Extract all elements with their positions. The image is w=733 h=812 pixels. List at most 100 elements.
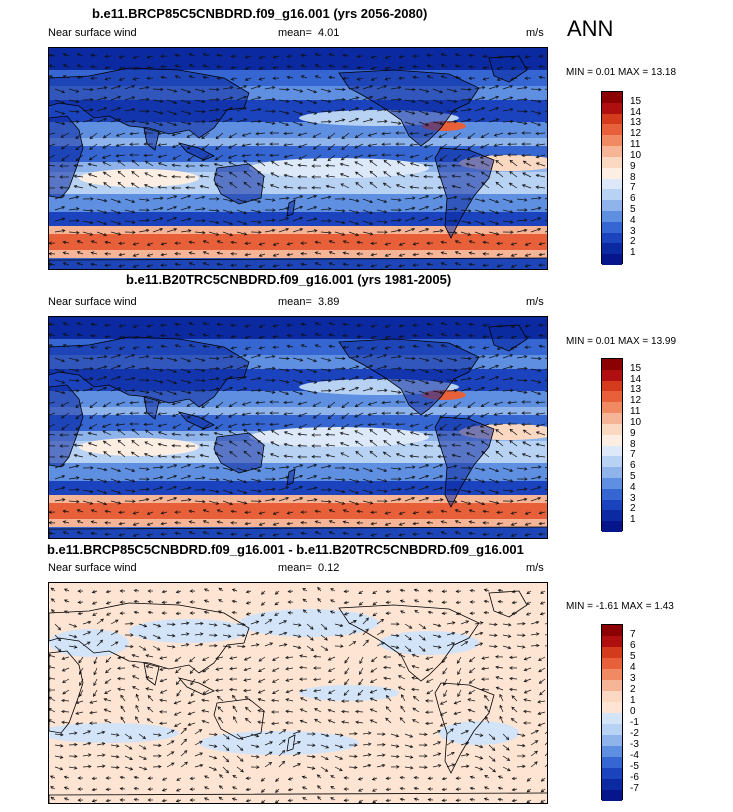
colorbar-tick-label: 12 [630, 128, 642, 140]
panel-3-map [48, 582, 548, 804]
colorbar-tick-label: 1 [630, 695, 636, 706]
colorbar-tick-label: -3 [630, 739, 639, 750]
colorbar-tick-label: 8 [630, 171, 636, 183]
colorbar-swatch [602, 647, 622, 658]
colorbar-tick-label: 12 [630, 395, 642, 407]
colorbar-tick-label: 7 [630, 449, 636, 461]
panel-1-title: b.e11.BRCP85C5CNBDRD.f09_g16.001 (yrs 20… [92, 6, 428, 21]
colorbar-tick-label: -2 [630, 728, 639, 739]
colorbar-tick-label: 2 [630, 684, 636, 695]
colorbar-swatch [602, 167, 622, 179]
colorbar-tick-label: 5 [630, 203, 636, 215]
colorbar-tick-label: 13 [630, 384, 642, 396]
colorbar-swatch [602, 521, 622, 532]
colorbar-swatch [602, 254, 622, 265]
colorbar-swatch [602, 146, 622, 157]
colorbar-swatch [602, 423, 622, 435]
colorbar-swatch [602, 210, 622, 222]
colorbar-tick-label: 6 [630, 640, 636, 651]
colorbar-swatch [602, 434, 622, 446]
colorbar-swatch [602, 456, 622, 468]
colorbar-swatch [602, 768, 622, 779]
panel-3-variable: Near surface wind [48, 562, 137, 574]
colorbar-swatch [602, 724, 622, 735]
colorbar-tick-label: 3 [630, 492, 636, 504]
colorbar-tick-label: 10 [630, 149, 642, 161]
colorbar-tick-label: -5 [630, 761, 639, 772]
colorbar-swatch [602, 510, 622, 522]
colorbar-tick-label: -4 [630, 750, 639, 761]
colorbar-tick-label: 3 [630, 225, 636, 237]
colorbar-swatch [602, 488, 622, 500]
panel-2-mean-label: mean= [278, 296, 312, 308]
colorbar-tick-label: 7 [630, 629, 636, 640]
colorbar-tick-label: 15 [630, 95, 642, 107]
colorbar-tick-label: 6 [630, 193, 636, 205]
colorbar-swatch [602, 124, 622, 136]
colorbar-tick-label: 5 [630, 651, 636, 662]
colorbar-swatch [602, 221, 622, 233]
colorbar-tick-label: -6 [630, 772, 639, 783]
panel-2-map [48, 316, 548, 539]
colorbar-tick-label: -7 [630, 783, 639, 794]
colorbar-swatch [602, 680, 622, 691]
colorbar-tick-label: 6 [630, 460, 636, 472]
colorbar-tick-label: 2 [630, 236, 636, 248]
panel-3-units: m/s [526, 562, 544, 574]
colorbar-swatch [602, 625, 622, 636]
colorbar-swatch [602, 113, 622, 125]
panel-3-minmax: MIN = -1.61 MAX = 1.43 [566, 601, 674, 612]
panel-2-units: m/s [526, 296, 544, 308]
colorbar-tick-label: 10 [630, 416, 642, 428]
panel-2-mean-value: 3.89 [318, 296, 340, 308]
colorbar-tick-label: 13 [630, 117, 642, 129]
panel-3-title: b.e11.BRCP85C5CNBDRD.f09_g16.001 - b.e11… [47, 542, 524, 557]
colorbar-tick-label: 4 [630, 481, 636, 493]
panel-2-title: b.e11.B20TRC5CNBDRD.f09_g16.001 (yrs 198… [126, 272, 452, 287]
colorbar-tick-label: 14 [630, 106, 642, 118]
panel-1-minmax: MIN = 0.01 MAX = 13.18 [566, 67, 677, 78]
colorbar-swatch [602, 499, 622, 511]
colorbar-tick-label: 5 [630, 470, 636, 482]
colorbar-tick-label: 9 [630, 160, 636, 172]
colorbar-swatch [602, 369, 622, 381]
panel-3-mean-label: mean= [278, 562, 312, 574]
colorbar-swatch [602, 735, 622, 746]
colorbar-tick-label: -1 [630, 717, 639, 728]
colorbar-tick-label: 11 [630, 139, 641, 151]
colorbar-swatch [602, 402, 622, 414]
colorbar-tick-label: 1 [630, 514, 636, 526]
colorbar-swatch [602, 445, 622, 457]
colorbar-tick-label: 15 [630, 362, 642, 374]
colorbar-swatch [602, 413, 622, 424]
colorbar-swatch [602, 467, 622, 478]
colorbar-tick-label: 1 [630, 247, 636, 259]
colorbar-swatch [602, 779, 622, 790]
colorbar-swatch [602, 636, 622, 647]
colorbar-swatch [602, 178, 622, 190]
colorbar-tick-label: 7 [630, 182, 636, 194]
colorbar-tick-label: 4 [630, 662, 636, 673]
colorbar-tick-label: 2 [630, 503, 636, 515]
colorbar-swatch [602, 200, 622, 211]
colorbar-swatch [602, 669, 622, 680]
colorbar-tick-label: 9 [630, 427, 636, 439]
panel-1-mean-label: mean= [278, 27, 312, 39]
panel-3-mean-value: 0.12 [318, 562, 340, 574]
colorbar-tick-label: 3 [630, 673, 636, 684]
colorbar-swatch [602, 359, 622, 370]
colorbar-swatch [602, 746, 622, 757]
panel-1-units: m/s [526, 27, 544, 39]
panel-2-colorbar [601, 358, 623, 532]
colorbar-swatch [602, 232, 622, 244]
colorbar-swatch [602, 135, 622, 147]
colorbar-tick-label: 11 [630, 406, 641, 418]
colorbar-swatch [602, 713, 622, 724]
colorbar-swatch [602, 156, 622, 168]
panel-1-map [48, 47, 548, 270]
colorbar-tick-label: 8 [630, 438, 636, 450]
colorbar-swatch [602, 391, 622, 403]
colorbar-swatch [602, 477, 622, 489]
colorbar-tick-label: 14 [630, 373, 642, 385]
panel-1-colorbar [601, 91, 623, 265]
